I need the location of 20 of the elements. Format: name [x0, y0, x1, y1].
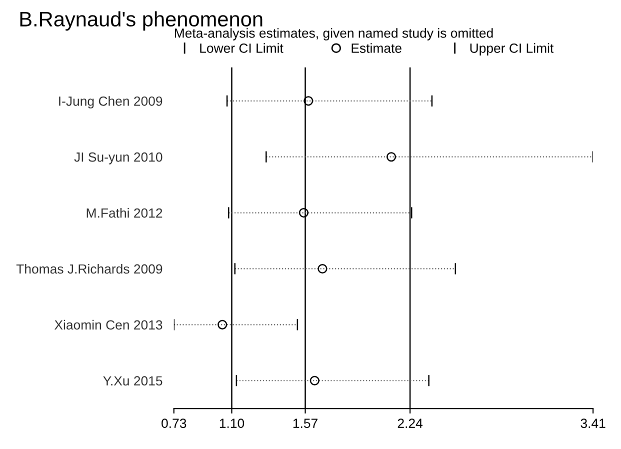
y-tick-label: Xiaomin Cen 2013	[54, 320, 162, 330]
x-tick-label: 0.73	[162, 418, 186, 428]
x-tick-label: 2.24	[398, 418, 423, 428]
y-tick-label: Y.Xu 2015	[103, 376, 162, 386]
point	[304, 96, 314, 106]
x-tick-label: 3.41	[580, 418, 606, 428]
text: Lower CI Limit	[200, 43, 284, 53]
point	[318, 264, 328, 274]
point	[298, 208, 308, 218]
x-tick-label: 1.57	[293, 418, 318, 428]
text: Upper CI Limit	[470, 43, 554, 56]
point	[310, 376, 320, 386]
y-tick-label: JI Su-yun 2010	[74, 152, 162, 164]
y-tick-label: M.Fathi 2012	[86, 208, 162, 218]
legend-label: Estimate	[352, 43, 402, 53]
y-tick-label: Thomas J.Richards 2009	[16, 264, 162, 274]
x-tick-label: 1.10	[220, 418, 244, 428]
y-tick-label: I-Jung Chen 2009	[59, 96, 162, 108]
point	[218, 320, 228, 330]
point	[386, 152, 396, 162]
